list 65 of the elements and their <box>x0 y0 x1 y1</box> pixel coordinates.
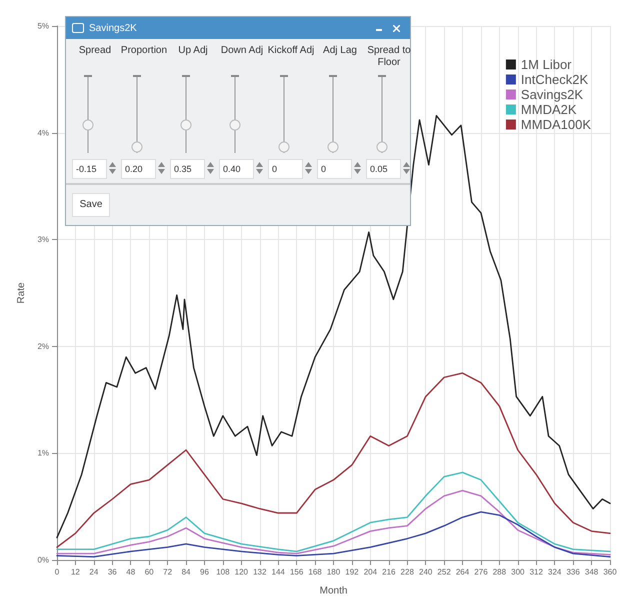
x-tick-label: 300 <box>511 568 526 576</box>
x-tick-label: 336 <box>566 568 580 576</box>
x-tick-label: 60 <box>144 568 154 576</box>
annotation: Up Adj <box>177 45 209 57</box>
y-tick-label: 2% <box>37 342 49 351</box>
x-tick-label: 252 <box>437 568 452 576</box>
legend-label: IntCheck2K <box>520 72 588 87</box>
legend-label: MMDA2K <box>520 102 577 117</box>
x-tick-label: 324 <box>548 568 562 576</box>
annotation: -0.15 <box>72 159 107 179</box>
annotation: 0 <box>317 159 352 179</box>
annotation: 0 <box>268 159 303 179</box>
annotation: 0.05 <box>366 159 401 179</box>
annotation: Savings2K <box>89 22 137 34</box>
x-tick-label: 204 <box>364 568 378 576</box>
x-tick-label: 48 <box>126 568 136 576</box>
line-series <box>56 115 611 538</box>
x-tick-label: 144 <box>272 568 286 576</box>
x-tick-label: 120 <box>234 568 249 576</box>
x-tick-label: 24 <box>89 568 99 576</box>
line-series <box>56 472 611 552</box>
annotation: Kickoff Adj <box>266 45 316 57</box>
legend-label: 1M Libor <box>520 57 572 72</box>
x-tick-label: 312 <box>530 568 544 576</box>
x-tick-label: 264 <box>456 568 470 576</box>
x-tick-label: 72 <box>163 568 173 576</box>
x-tick-label: 276 <box>474 568 488 576</box>
x-tick-label: 12 <box>70 568 80 576</box>
annotation: 0.40 <box>219 159 254 179</box>
annotation: Spread <box>78 45 112 57</box>
line-series <box>56 490 611 556</box>
x-tick-label: 36 <box>108 568 118 576</box>
annotation: Adj Lag <box>322 45 358 57</box>
y-tick-label: 4% <box>37 128 49 138</box>
annotation: Spread to Floor <box>366 45 412 69</box>
x-tick-label: 156 <box>290 568 304 576</box>
x-tick-label: 288 <box>492 568 507 576</box>
x-tick-label: 228 <box>400 568 414 576</box>
x-tick-label: 0 <box>54 568 60 576</box>
x-tick-label: 192 <box>345 568 360 576</box>
x-axis-title: Month <box>320 586 348 596</box>
annotation: Down Adj <box>220 45 264 57</box>
annotation: 0.35 <box>170 159 205 179</box>
y-tick-label: 1% <box>37 448 49 458</box>
y-tick-label: 3% <box>37 235 49 244</box>
x-tick-label: 348 <box>584 568 599 576</box>
x-tick-label: 216 <box>382 568 396 576</box>
x-tick-label: 240 <box>418 568 433 576</box>
y-tick-label: 0% <box>37 556 49 564</box>
x-tick-label: 360 <box>603 568 618 576</box>
y-tick-label: 5% <box>37 22 49 30</box>
x-tick-label: 168 <box>308 568 322 576</box>
annotation: 0.20 <box>121 159 156 179</box>
x-tick-label: 96 <box>200 568 210 576</box>
x-tick-label: 108 <box>216 568 230 576</box>
y-axis-title: Rate <box>16 282 28 304</box>
legend-label: MMDA100K <box>520 117 592 132</box>
x-tick-label: 132 <box>253 568 267 576</box>
line-series <box>56 511 611 558</box>
x-tick-label: 180 <box>326 568 341 576</box>
legend-label: Savings2K <box>520 87 584 102</box>
annotation: Save <box>72 193 110 217</box>
x-tick-label: 84 <box>182 568 192 576</box>
line-series <box>56 372 611 548</box>
annotation: Proportion <box>120 45 168 57</box>
